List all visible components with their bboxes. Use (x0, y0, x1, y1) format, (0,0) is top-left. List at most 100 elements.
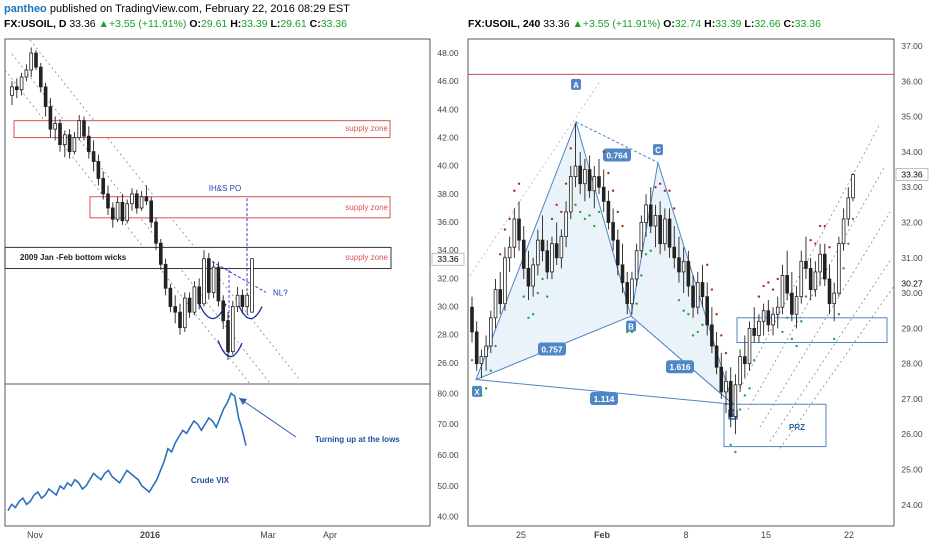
point-X-bg (472, 385, 482, 397)
candle (818, 253, 822, 273)
candle (733, 384, 738, 418)
sar-dot (823, 224, 826, 228)
right-shoulder-arc (237, 303, 263, 320)
sar-dot (847, 242, 850, 245)
candle (663, 218, 667, 245)
candle (677, 257, 681, 273)
left-last: 33.36 (69, 18, 96, 30)
neckline (211, 261, 267, 293)
sar-dot (517, 182, 521, 185)
candle (695, 282, 700, 308)
ratio-1114-bg (590, 391, 618, 405)
candle (601, 186, 606, 202)
right-high-label: H: (704, 18, 716, 30)
right-open-label: O: (663, 18, 675, 30)
candle (841, 218, 846, 245)
candle (187, 297, 192, 313)
candle (620, 264, 625, 283)
candle (58, 123, 62, 146)
candle (498, 289, 503, 305)
x-tick-label: 15 (761, 530, 771, 540)
last-price-label: 33.36 (437, 254, 459, 264)
neckline-label: NL? (273, 288, 288, 297)
candle (851, 174, 855, 199)
left-open-label: O: (189, 18, 201, 30)
y-tick-label: 34.00 (901, 147, 923, 157)
channel-line-lower (4, 69, 251, 385)
candle (192, 286, 197, 313)
ratio-0757-bg (538, 342, 566, 356)
left-change: ▲+3.55 (+11.91%) (98, 18, 187, 30)
candle (846, 197, 851, 220)
prz-label: PRZ (789, 423, 805, 432)
rising-channel-line (759, 211, 891, 428)
candle (766, 310, 771, 326)
point-A-label: A (573, 81, 579, 90)
sar-dot (720, 334, 723, 337)
sar-dot (795, 344, 798, 348)
sar-dot (748, 387, 751, 390)
candle (794, 296, 799, 315)
sar-dot (701, 323, 704, 327)
left-price-axis: 48.00 46.00 44.00 42.00 40.00 38.00 36.00 34.00… (431, 48, 465, 368)
sar-dot (607, 171, 610, 175)
candle (34, 52, 38, 68)
candle (761, 310, 766, 322)
sar-dot (828, 246, 831, 249)
candle (67, 134, 72, 153)
candle (526, 267, 531, 287)
author-name[interactable]: pantheo (4, 3, 47, 15)
candle (29, 52, 34, 71)
candle (130, 193, 134, 205)
sar-dot (499, 253, 502, 256)
candle (139, 196, 144, 209)
vix-y-tick-label: 70.00 (437, 419, 459, 429)
vix-y-tick-label: 60.00 (437, 450, 459, 460)
right-time-axis: 25 Feb 8 15 22 (516, 530, 854, 540)
ratio-0764-bg (603, 148, 631, 162)
sar-dot (668, 189, 671, 192)
candle (86, 135, 91, 153)
candle (72, 137, 77, 153)
bottom-wicks-label: 2009 Jan -Feb bottom wicks (20, 253, 127, 262)
candle (648, 204, 653, 227)
x-tick-label: Mar (260, 530, 276, 540)
left-low: 29.61 (280, 18, 307, 30)
sar-dot (541, 277, 544, 281)
sar-dot (560, 210, 563, 214)
candle (168, 287, 173, 307)
sar-dot (767, 281, 770, 284)
sar-dot (602, 150, 605, 154)
prz-box (723, 403, 827, 448)
candle (235, 294, 240, 307)
sar-dot (696, 330, 699, 334)
sar-dot (626, 330, 629, 334)
candle (536, 239, 540, 266)
right-symbol: FX:USOIL, 240 (468, 18, 541, 30)
candle (719, 366, 724, 393)
x-tick-label: 2016 (140, 530, 160, 540)
candle (554, 243, 559, 259)
sar-dot (531, 313, 535, 316)
sar-dot (729, 443, 732, 447)
vix-y-tick-label: 40.00 (437, 512, 459, 522)
y-tick-label: 31.00 (901, 253, 923, 263)
right-change: ▲+3.55 (+11.91%) (572, 18, 661, 30)
y-tick-label: 44.00 (437, 104, 459, 114)
candle (470, 306, 474, 333)
candle (216, 266, 221, 302)
candle (583, 169, 587, 185)
sar-dot (842, 267, 845, 270)
supply-zone-label-2: supply zone (345, 203, 388, 212)
candle (592, 176, 597, 192)
y-tick-label: 29.00 (901, 323, 923, 333)
candle (775, 306, 780, 315)
sar-dot (546, 295, 549, 298)
candle (747, 327, 752, 365)
candle (710, 324, 714, 347)
supply-zone-1 (13, 120, 391, 139)
candle (221, 300, 226, 322)
candle (479, 356, 484, 365)
candle (639, 222, 644, 252)
